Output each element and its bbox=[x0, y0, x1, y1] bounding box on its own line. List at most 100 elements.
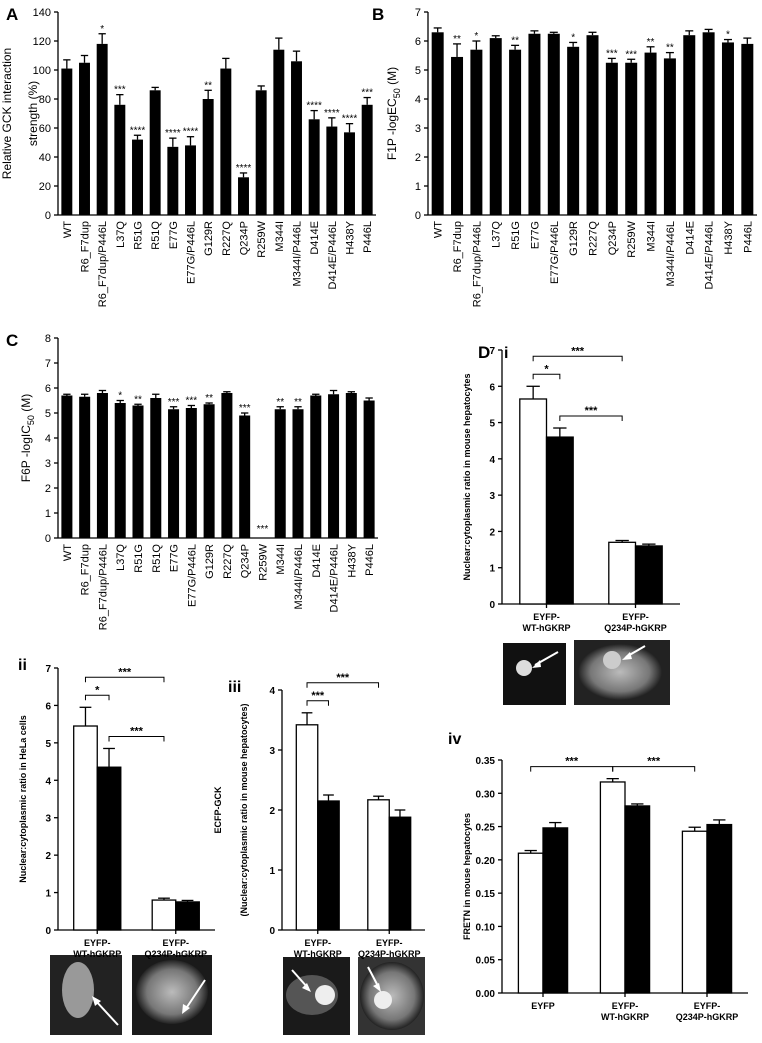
significance-label: * bbox=[95, 684, 100, 696]
y-tick-label: 6 bbox=[45, 701, 51, 712]
bar bbox=[96, 766, 122, 931]
arrow bbox=[184, 979, 206, 1011]
bar bbox=[273, 49, 285, 216]
x-tick-label: WT bbox=[433, 221, 445, 238]
y-tick-label: 20 bbox=[39, 181, 51, 193]
comparison-bracket bbox=[108, 735, 165, 742]
significance-label: **** bbox=[183, 127, 199, 138]
x-tick-label: P446L bbox=[364, 544, 376, 576]
y-tick-label: 6 bbox=[415, 36, 421, 48]
comparison-bracket bbox=[532, 373, 561, 380]
arrow-head bbox=[373, 983, 381, 992]
bar bbox=[79, 62, 90, 215]
arrow-head bbox=[302, 983, 311, 992]
comparison-bracket bbox=[306, 682, 380, 688]
significance-label: * bbox=[571, 32, 575, 43]
y-tick-label: 0 bbox=[489, 600, 495, 611]
nucleus bbox=[603, 651, 621, 669]
y-tick-label: 0.30 bbox=[476, 789, 496, 800]
bar bbox=[255, 90, 267, 215]
panel-label: D bbox=[478, 343, 490, 362]
y-axis-label: (Nuclear:cytoplasmic ratio in mouse hepa… bbox=[239, 703, 249, 916]
x-tick-label: M344I/P446L bbox=[292, 221, 304, 286]
bar bbox=[79, 396, 91, 538]
bar bbox=[681, 830, 708, 994]
significance-label: *** bbox=[571, 345, 585, 357]
comparison-bracket bbox=[612, 766, 696, 772]
bar bbox=[545, 436, 574, 605]
bar bbox=[291, 61, 302, 215]
bar bbox=[489, 38, 502, 215]
y-tick-label: 1 bbox=[45, 508, 51, 520]
y-tick-label: 8 bbox=[45, 333, 51, 345]
bar bbox=[175, 901, 200, 931]
x-tick-label: EYFP- bbox=[694, 1001, 721, 1011]
significance-label: ** bbox=[294, 397, 302, 408]
bar bbox=[317, 800, 340, 931]
y-tick-label: 3 bbox=[45, 814, 51, 825]
x-tick-label: R259W bbox=[626, 220, 638, 257]
bar bbox=[203, 404, 215, 538]
x-tick-label: R227Q bbox=[221, 221, 233, 256]
x-tick-label: M344I bbox=[275, 544, 287, 575]
bar bbox=[542, 827, 569, 994]
x-tick-label: M344I bbox=[646, 221, 658, 252]
y-tick-label: 2 bbox=[415, 152, 421, 164]
bar bbox=[149, 90, 161, 215]
bar bbox=[326, 126, 338, 215]
x-tick-label: EYFP- bbox=[533, 612, 560, 622]
bar bbox=[625, 62, 638, 215]
x-tick-label: R6_F7dup/P446L bbox=[97, 544, 109, 630]
x-tick-label: R6_F7dup/P446L bbox=[471, 221, 483, 307]
bar bbox=[624, 805, 651, 994]
x-tick-label: Q234P-hGKRP bbox=[358, 949, 421, 959]
x-tick-label: EYFP- bbox=[376, 938, 403, 948]
x-tick-label: R51G bbox=[510, 221, 522, 250]
significance-label: ** bbox=[134, 394, 142, 405]
y-tick-label: 3 bbox=[489, 491, 495, 502]
x-tick-label: WT-hGKRP bbox=[601, 1012, 649, 1022]
x-tick-label: L37Q bbox=[115, 544, 127, 571]
y-tick-label: 0.25 bbox=[476, 823, 496, 834]
bar bbox=[96, 43, 108, 216]
y-tick-label: 2 bbox=[45, 483, 51, 495]
y-tick-label: 140 bbox=[33, 7, 51, 19]
arrow-head bbox=[622, 652, 632, 660]
arrow-head bbox=[532, 660, 541, 668]
bar bbox=[663, 58, 676, 216]
significance-label: **** bbox=[306, 101, 322, 112]
x-tick-label: H438Y bbox=[346, 543, 358, 577]
x-tick-label: E77G/P446L bbox=[549, 221, 561, 284]
bar bbox=[599, 781, 626, 994]
micrographs bbox=[50, 640, 670, 1035]
x-tick-label: L37Q bbox=[491, 221, 503, 248]
bar bbox=[73, 725, 98, 931]
y-tick-label: 6 bbox=[45, 383, 51, 395]
y-tick-label: 0 bbox=[269, 926, 275, 937]
significance-label: *** bbox=[168, 397, 180, 408]
significance-label: * bbox=[100, 24, 104, 35]
bar bbox=[517, 852, 544, 994]
significance-label: *** bbox=[336, 672, 350, 684]
x-tick-label: Q234P-hGKRP bbox=[604, 623, 667, 633]
bar bbox=[344, 132, 355, 215]
x-tick-label: E77G bbox=[169, 544, 181, 572]
y-tick-label: 120 bbox=[33, 36, 51, 48]
x-tick-label: EYFP- bbox=[84, 938, 111, 948]
subpanel-label: ii bbox=[18, 657, 27, 674]
y-tick-label: 0 bbox=[45, 533, 51, 545]
y-tick-label: 60 bbox=[39, 123, 51, 135]
x-tick-label: WT-hGKRP bbox=[294, 949, 342, 959]
bar bbox=[361, 104, 373, 215]
x-tick-label: M344I bbox=[274, 221, 286, 252]
bar bbox=[292, 409, 304, 538]
bar bbox=[608, 541, 637, 605]
arrow-head bbox=[92, 996, 101, 1006]
bar bbox=[706, 823, 733, 994]
arrow-head bbox=[182, 1004, 190, 1014]
x-tick-label: Q234P-hGKRP bbox=[144, 949, 207, 959]
bar bbox=[644, 52, 657, 215]
bar bbox=[185, 408, 197, 538]
bar bbox=[308, 119, 320, 215]
bar bbox=[345, 393, 357, 538]
